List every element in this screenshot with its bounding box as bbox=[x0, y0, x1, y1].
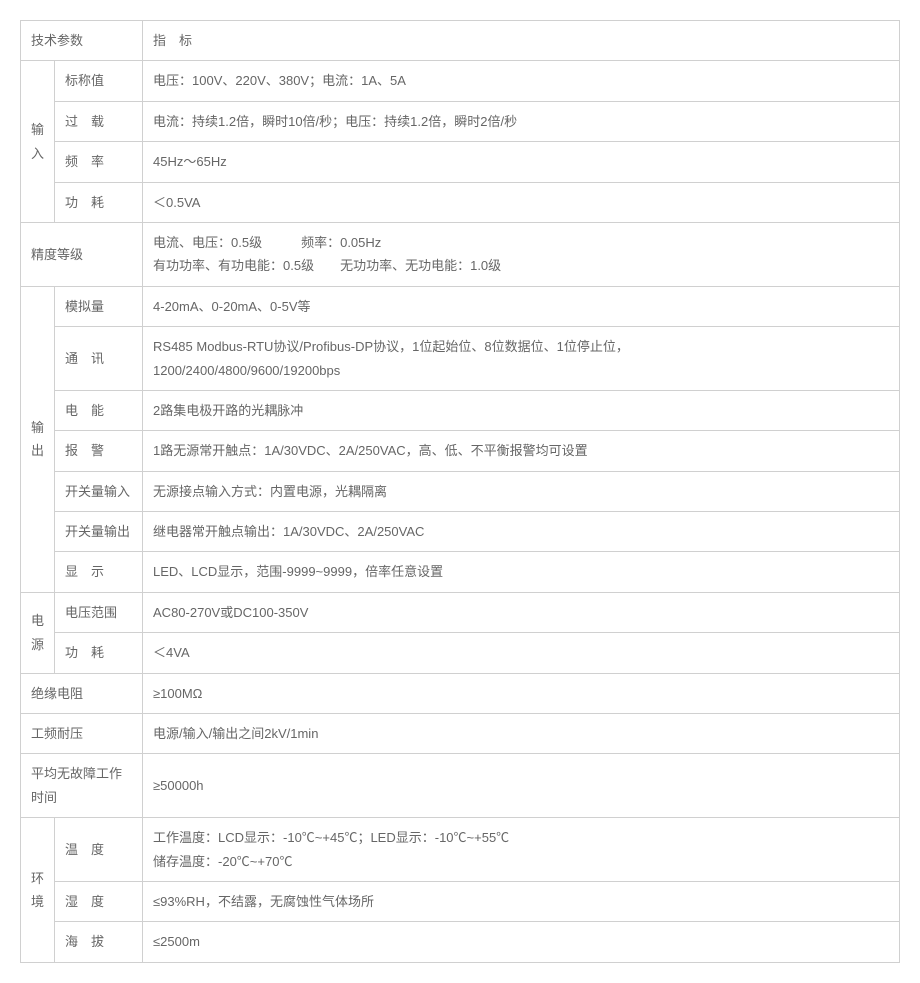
env-group-label: 环境 bbox=[21, 818, 55, 963]
env-humidity-row: 湿 度 ≤93%RH，不结露，无腐蚀性气体场所 bbox=[21, 881, 900, 921]
output-energy-value: 2路集电极开路的光耦脉冲 bbox=[143, 390, 900, 430]
output-analog-value: 4-20mA、0-20mA、0-5V等 bbox=[143, 286, 900, 326]
mtbf-value: ≥50000h bbox=[143, 754, 900, 818]
output-display-row: 显 示 LED、LCD显示，范围-9999~9999，倍率任意设置 bbox=[21, 552, 900, 592]
input-overload-label: 过 载 bbox=[55, 101, 143, 141]
insulation-row: 绝缘电阻 ≥100MΩ bbox=[21, 673, 900, 713]
mtbf-row: 平均无故障工作时间 ≥50000h bbox=[21, 754, 900, 818]
env-temperature-label: 温 度 bbox=[55, 818, 143, 882]
withstand-row: 工频耐压 电源/输入/输出之间2kV/1min bbox=[21, 714, 900, 754]
insulation-value: ≥100MΩ bbox=[143, 673, 900, 713]
power-voltage-label: 电压范围 bbox=[55, 592, 143, 632]
env-temperature-row: 环境 温 度 工作温度：LCD显示：-10℃~+45℃；LED显示：-10℃~+… bbox=[21, 818, 900, 882]
power-voltage-value: AC80-270V或DC100-350V bbox=[143, 592, 900, 632]
output-comm-row: 通 讯 RS485 Modbus-RTU协议/Profibus-DP协议，1位起… bbox=[21, 327, 900, 391]
output-switch-in-label: 开关量输入 bbox=[55, 471, 143, 511]
withstand-label: 工频耐压 bbox=[21, 714, 143, 754]
header-row: 技术参数 指 标 bbox=[21, 21, 900, 61]
input-group-label: 输入 bbox=[21, 61, 55, 223]
accuracy-row: 精度等级 电流、电压：0.5级 频率：0.05Hz 有功功率、有功电能：0.5级… bbox=[21, 222, 900, 286]
env-humidity-label: 湿 度 bbox=[55, 881, 143, 921]
input-power-label: 功 耗 bbox=[55, 182, 143, 222]
header-indicator: 指 标 bbox=[143, 21, 900, 61]
output-analog-row: 输出 模拟量 4-20mA、0-20mA、0-5V等 bbox=[21, 286, 900, 326]
output-switch-out-label: 开关量输出 bbox=[55, 512, 143, 552]
output-group-label: 输出 bbox=[21, 286, 55, 592]
output-alarm-value: 1路无源常开触点：1A/30VDC、2A/250VAC，高、低、不平衡报警均可设… bbox=[143, 431, 900, 471]
power-power-value: ＜4VA bbox=[143, 633, 900, 673]
env-altitude-value: ≤2500m bbox=[143, 922, 900, 962]
output-energy-label: 电 能 bbox=[55, 390, 143, 430]
input-nominal-row: 输入 标称值 电压：100V、220V、380V；电流：1A、5A bbox=[21, 61, 900, 101]
input-overload-row: 过 载 电流：持续1.2倍，瞬时10倍/秒；电压：持续1.2倍，瞬时2倍/秒 bbox=[21, 101, 900, 141]
env-altitude-row: 海 拔 ≤2500m bbox=[21, 922, 900, 962]
input-power-row: 功 耗 ＜0.5VA bbox=[21, 182, 900, 222]
input-frequency-value: 45Hz～65Hz bbox=[143, 142, 900, 182]
input-nominal-value: 电压：100V、220V、380V；电流：1A、5A bbox=[143, 61, 900, 101]
withstand-value: 电源/输入/输出之间2kV/1min bbox=[143, 714, 900, 754]
input-nominal-label: 标称值 bbox=[55, 61, 143, 101]
output-switch-out-value: 继电器常开触点输出：1A/30VDC、2A/250VAC bbox=[143, 512, 900, 552]
output-energy-row: 电 能 2路集电极开路的光耦脉冲 bbox=[21, 390, 900, 430]
env-humidity-value: ≤93%RH，不结露，无腐蚀性气体场所 bbox=[143, 881, 900, 921]
spec-table: 技术参数 指 标 输入 标称值 电压：100V、220V、380V；电流：1A、… bbox=[20, 20, 900, 963]
insulation-label: 绝缘电阻 bbox=[21, 673, 143, 713]
header-param: 技术参数 bbox=[21, 21, 143, 61]
accuracy-value: 电流、电压：0.5级 频率：0.05Hz 有功功率、有功电能：0.5级 无功功率… bbox=[143, 222, 900, 286]
env-temperature-value: 工作温度：LCD显示：-10℃~+45℃；LED显示：-10℃~+55℃ 储存温… bbox=[143, 818, 900, 882]
power-group-label: 电源 bbox=[21, 592, 55, 673]
output-switch-out-row: 开关量输出 继电器常开触点输出：1A/30VDC、2A/250VAC bbox=[21, 512, 900, 552]
input-frequency-row: 频 率 45Hz～65Hz bbox=[21, 142, 900, 182]
accuracy-label: 精度等级 bbox=[21, 222, 143, 286]
output-display-value: LED、LCD显示，范围-9999~9999，倍率任意设置 bbox=[143, 552, 900, 592]
output-alarm-row: 报 警 1路无源常开触点：1A/30VDC、2A/250VAC，高、低、不平衡报… bbox=[21, 431, 900, 471]
power-power-label: 功 耗 bbox=[55, 633, 143, 673]
input-overload-value: 电流：持续1.2倍，瞬时10倍/秒；电压：持续1.2倍，瞬时2倍/秒 bbox=[143, 101, 900, 141]
power-power-row: 功 耗 ＜4VA bbox=[21, 633, 900, 673]
output-switch-in-value: 无源接点输入方式：内置电源，光耦隔离 bbox=[143, 471, 900, 511]
output-comm-label: 通 讯 bbox=[55, 327, 143, 391]
input-power-value: ＜0.5VA bbox=[143, 182, 900, 222]
output-switch-in-row: 开关量输入 无源接点输入方式：内置电源，光耦隔离 bbox=[21, 471, 900, 511]
output-comm-value: RS485 Modbus-RTU协议/Profibus-DP协议，1位起始位、8… bbox=[143, 327, 900, 391]
output-analog-label: 模拟量 bbox=[55, 286, 143, 326]
input-frequency-label: 频 率 bbox=[55, 142, 143, 182]
output-alarm-label: 报 警 bbox=[55, 431, 143, 471]
mtbf-label: 平均无故障工作时间 bbox=[21, 754, 143, 818]
output-display-label: 显 示 bbox=[55, 552, 143, 592]
env-altitude-label: 海 拔 bbox=[55, 922, 143, 962]
power-voltage-row: 电源 电压范围 AC80-270V或DC100-350V bbox=[21, 592, 900, 632]
